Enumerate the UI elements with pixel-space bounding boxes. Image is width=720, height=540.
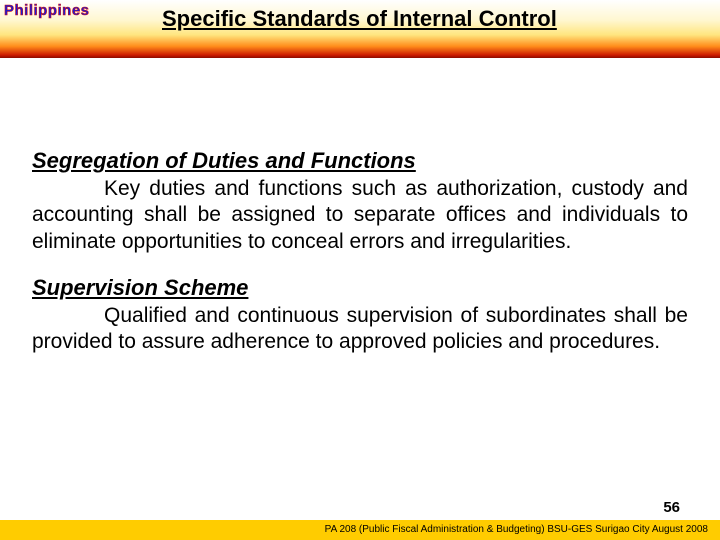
section-body-1-text: Key duties and functions such as authori… [32, 177, 688, 253]
slide-title: Specific Standards of Internal Control [162, 6, 557, 32]
section-body-1: Key duties and functions such as authori… [32, 176, 688, 255]
section-heading-1: Segregation of Duties and Functions [32, 148, 688, 174]
section-body-2: Qualified and continuous supervision of … [32, 303, 688, 356]
section-heading-2: Supervision Scheme [32, 275, 688, 301]
country-label: Philippines [4, 2, 90, 19]
content-area: Segregation of Duties and Functions Key … [32, 148, 688, 375]
top-banner: Philippines Specific Standards of Intern… [0, 0, 720, 58]
footer-bar: PA 208 (Public Fiscal Administration & B… [0, 520, 720, 540]
page-number: 56 [663, 499, 680, 516]
section-body-2-text: Qualified and continuous supervision of … [32, 304, 688, 353]
